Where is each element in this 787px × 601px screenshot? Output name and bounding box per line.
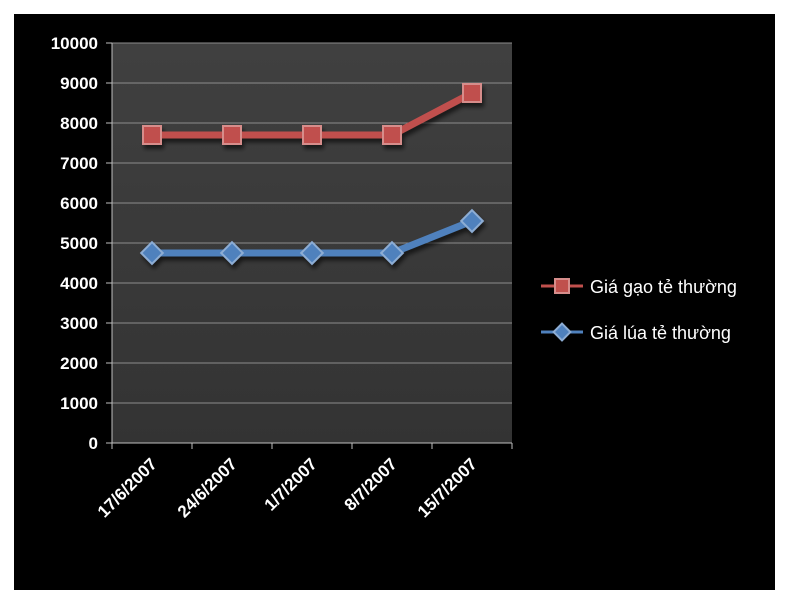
y-axis: 0 1000 2000 3000 4000 5000 6000 7000 8000 9000 100… xyxy=(51,34,113,453)
x-tick-label: 24/6/2007 xyxy=(174,454,241,521)
y-tick-label: 0 xyxy=(89,434,98,453)
x-tick-label: 15/7/2007 xyxy=(414,454,481,521)
legend-label: Giá gạo tẻ thường xyxy=(590,277,737,297)
series-group xyxy=(139,83,485,266)
series-2 xyxy=(139,208,485,266)
y-tick-label: 2000 xyxy=(60,354,98,373)
data-point xyxy=(222,125,242,145)
data-point xyxy=(302,125,322,145)
legend-entry: Giá lúa tẻ thường xyxy=(541,322,731,343)
y-tick-label: 3000 xyxy=(60,314,98,333)
x-tick-label: 1/7/2007 xyxy=(261,454,321,514)
chart-frame: 0 1000 2000 3000 4000 5000 6000 7000 8000 9000 100… xyxy=(14,14,775,590)
data-point xyxy=(459,208,485,234)
data-point xyxy=(299,240,325,266)
y-tick-label: 6000 xyxy=(60,194,98,213)
y-tick-label: 1000 xyxy=(60,394,98,413)
y-tick-label: 7000 xyxy=(60,154,98,173)
y-tick-label: 10000 xyxy=(51,34,98,53)
data-point xyxy=(462,83,482,103)
x-tick-label: 17/6/2007 xyxy=(94,454,161,521)
x-axis: 17/6/2007 24/6/2007 1/7/2007 8/7/2007 15/7/2… xyxy=(94,442,513,521)
series-1 xyxy=(142,83,482,145)
legend-marker xyxy=(552,322,572,342)
data-point xyxy=(379,240,405,266)
y-tick-label: 8000 xyxy=(60,114,98,133)
y-tick-label: 9000 xyxy=(60,74,98,93)
data-point xyxy=(219,240,245,266)
data-point xyxy=(142,125,162,145)
legend-label: Giá lúa tẻ thường xyxy=(590,323,731,343)
x-tick-label: 8/7/2007 xyxy=(341,454,401,514)
legend: Giá gạo tẻ thường Giá lúa tẻ thường xyxy=(541,277,737,343)
y-tick-label: 4000 xyxy=(60,274,98,293)
data-point xyxy=(382,125,402,145)
legend-entry: Giá gạo tẻ thường xyxy=(541,277,737,297)
gridlines xyxy=(112,42,512,404)
legend-marker xyxy=(554,278,570,294)
data-point xyxy=(139,240,165,266)
y-tick-label: 5000 xyxy=(60,234,98,253)
